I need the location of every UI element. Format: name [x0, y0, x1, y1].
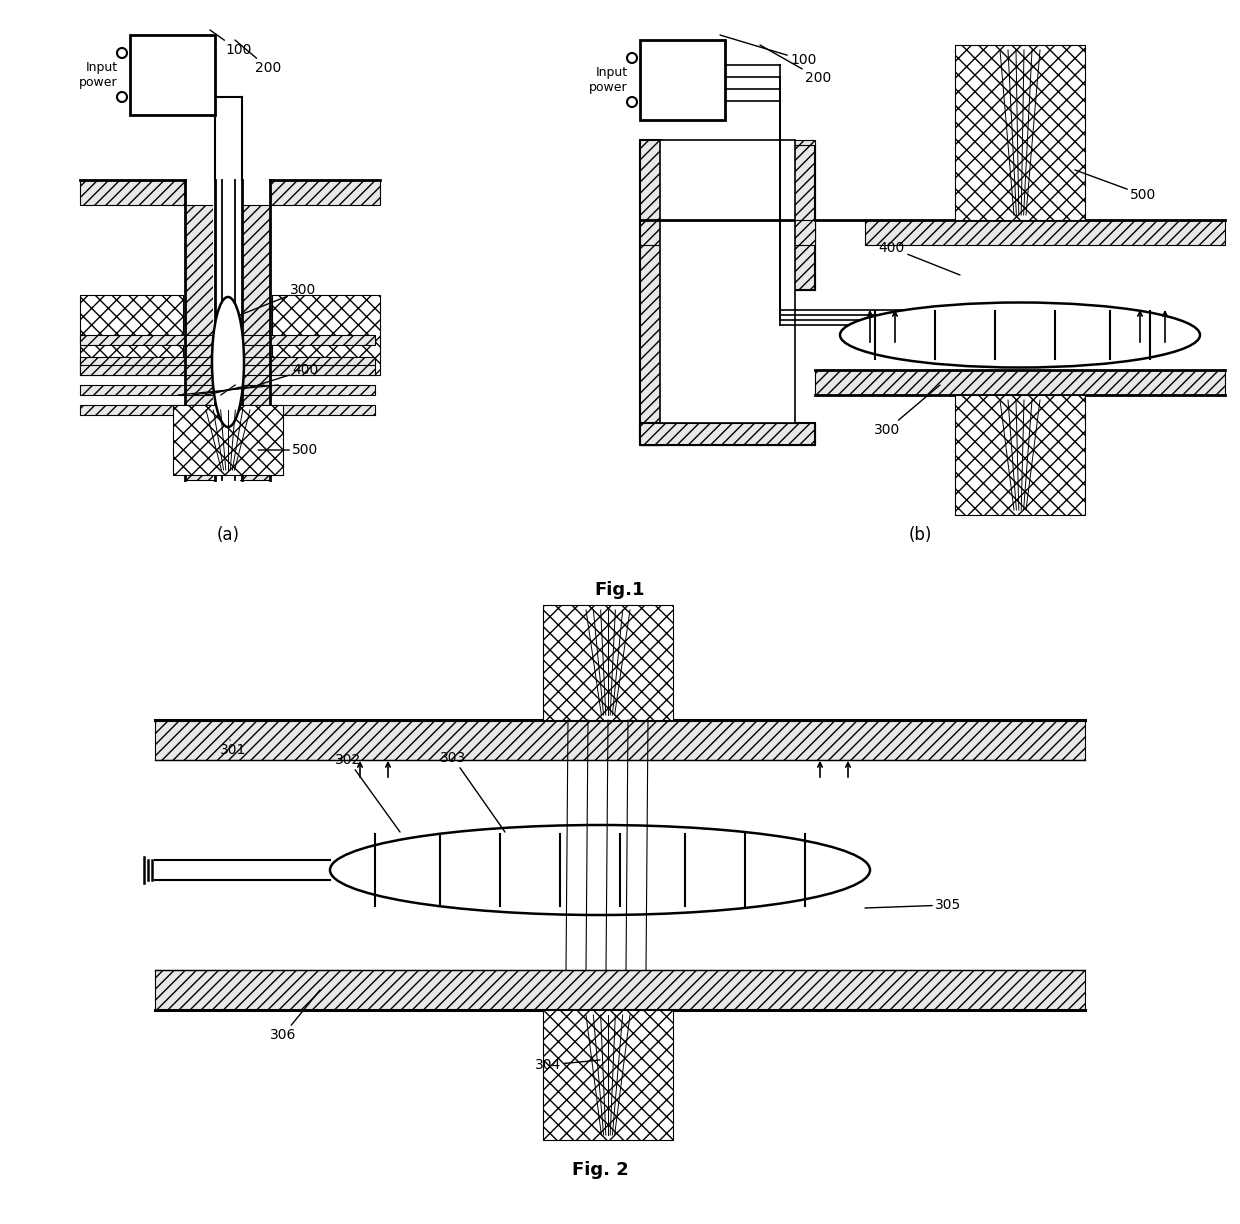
Bar: [794, 144, 815, 290]
Bar: [660, 140, 795, 424]
Bar: [794, 144, 815, 290]
Bar: [955, 45, 1085, 220]
Bar: [815, 370, 1225, 395]
Bar: [794, 140, 815, 144]
Text: 300: 300: [874, 386, 940, 437]
Text: 306: 306: [270, 990, 320, 1042]
Bar: [640, 40, 725, 120]
Bar: [81, 335, 374, 345]
Bar: [272, 295, 379, 375]
Text: Fig.1: Fig.1: [595, 581, 645, 599]
Bar: [640, 424, 815, 446]
Text: 100: 100: [210, 31, 252, 58]
Text: 305: 305: [866, 898, 961, 912]
Text: 304: 304: [534, 1058, 600, 1072]
Text: 500: 500: [258, 443, 319, 457]
Bar: [213, 204, 242, 480]
Text: 400: 400: [879, 241, 960, 275]
Text: (a): (a): [217, 526, 239, 543]
Bar: [640, 140, 662, 446]
Bar: [866, 220, 1225, 245]
Bar: [185, 204, 215, 480]
Text: 302: 302: [335, 753, 401, 832]
Bar: [955, 395, 1085, 515]
Bar: [81, 295, 184, 375]
Ellipse shape: [330, 825, 870, 916]
Text: 500: 500: [1075, 170, 1156, 202]
Ellipse shape: [212, 297, 244, 427]
Bar: [543, 605, 673, 720]
Bar: [81, 180, 185, 204]
Text: 300: 300: [241, 283, 316, 315]
Text: Input
power: Input power: [589, 66, 627, 94]
Text: 301: 301: [219, 741, 247, 756]
Bar: [81, 405, 374, 415]
Bar: [543, 1010, 673, 1140]
Bar: [640, 424, 815, 446]
Text: 400: 400: [258, 364, 319, 386]
Text: (b): (b): [909, 526, 931, 543]
Text: 200: 200: [760, 45, 831, 84]
Bar: [81, 386, 374, 395]
Bar: [174, 405, 283, 475]
Bar: [640, 140, 662, 446]
Ellipse shape: [839, 302, 1200, 367]
Bar: [155, 969, 1085, 1010]
Bar: [81, 357, 374, 367]
Bar: [81, 365, 374, 375]
Text: Fig. 2: Fig. 2: [572, 1162, 629, 1179]
Bar: [640, 220, 815, 245]
Text: Input
power: Input power: [79, 61, 118, 89]
Text: 303: 303: [440, 752, 505, 832]
Bar: [155, 720, 1085, 760]
Text: 100: 100: [720, 35, 816, 67]
Text: 200: 200: [236, 40, 281, 75]
Bar: [130, 35, 215, 115]
Bar: [241, 204, 270, 480]
Bar: [270, 180, 379, 204]
